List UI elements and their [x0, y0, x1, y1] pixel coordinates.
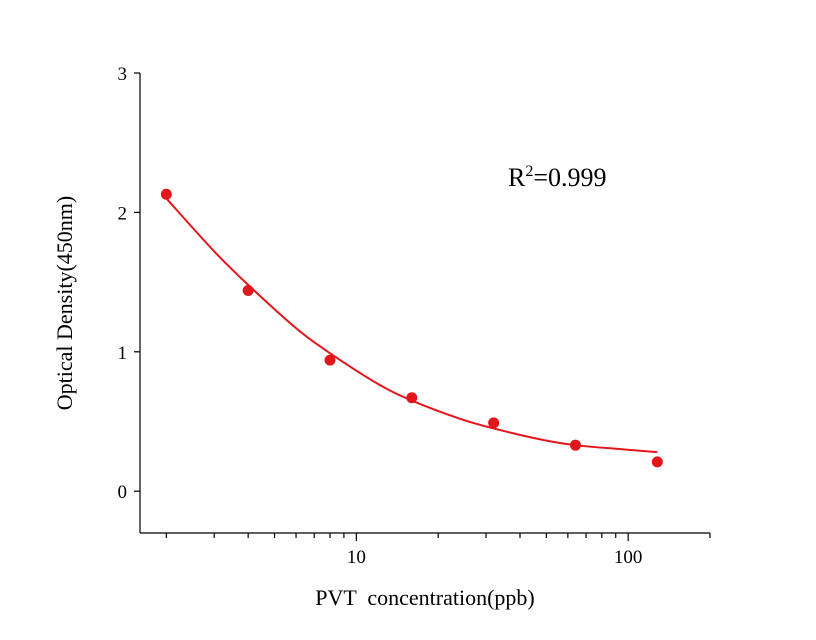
y-ticks: 0 1 2 3 — [118, 64, 140, 503]
x-tick-label: 100 — [614, 547, 643, 568]
data-points — [160, 188, 663, 468]
r-squared-base: R — [508, 163, 526, 192]
y-tick-label: 3 — [118, 64, 128, 85]
axes — [139, 73, 710, 534]
y-tick-label: 2 — [118, 203, 128, 224]
x-axis-title: PVT concentration(ppb) — [315, 585, 535, 610]
fit-curve — [165, 197, 658, 454]
x-tick-label: 10 — [347, 547, 366, 568]
data-point — [160, 188, 172, 200]
data-point — [569, 439, 581, 451]
r-squared-annotation: R2=0.999 — [508, 163, 607, 192]
r-squared-superscript: 2 — [525, 163, 533, 180]
data-point — [488, 417, 500, 429]
y-tick-label: 0 — [118, 482, 128, 503]
y-axis-title: Optical Density(450nm) — [52, 196, 77, 410]
y-tick-label: 1 — [118, 343, 128, 364]
data-point — [651, 456, 663, 468]
r-squared-value: =0.999 — [533, 163, 606, 192]
data-point — [324, 354, 336, 366]
data-point — [406, 392, 418, 404]
x-ticks: 10 100 — [165, 533, 711, 568]
data-point — [242, 284, 254, 296]
